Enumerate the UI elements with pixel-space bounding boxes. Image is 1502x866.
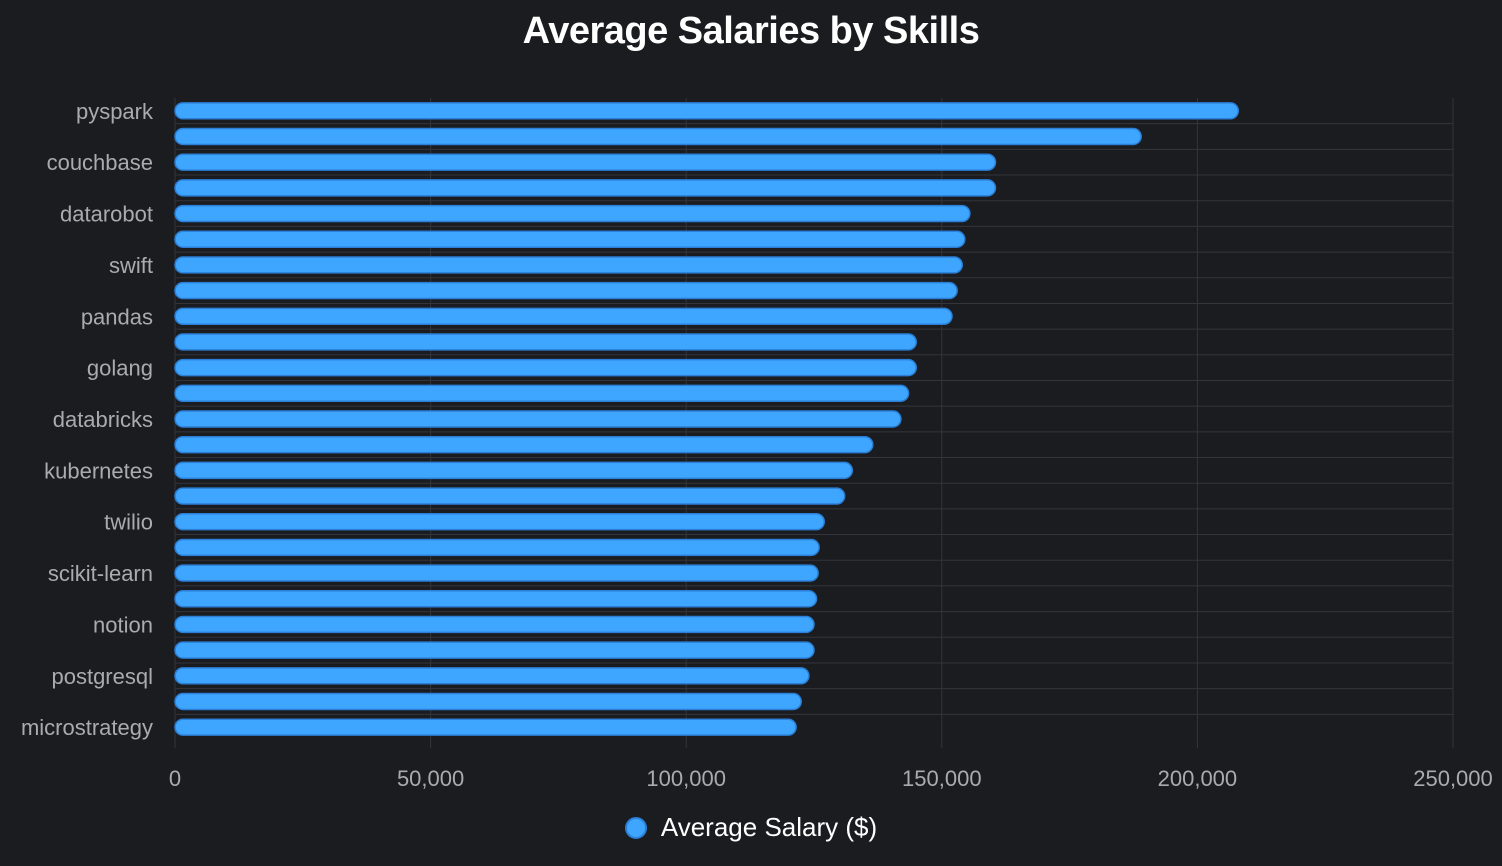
bar [174,615,815,634]
legend-label: Average Salary ($) [660,812,878,842]
bar [174,435,874,454]
category-label: pandas [81,304,153,329]
bar [174,204,971,223]
category-label: notion [93,612,153,637]
x-tick-label: 100,000 [646,766,726,791]
x-tick-label: 250,000 [1413,766,1493,791]
bar [174,590,818,608]
bar [174,256,963,274]
x-tick-label: 150,000 [902,766,982,791]
bar [174,718,797,736]
bar [174,513,825,531]
category-label: couchbase [47,150,153,175]
category-label: databricks [53,407,153,432]
category-label: scikit-learn [48,561,153,586]
bar [174,281,958,300]
category-label: golang [87,356,153,381]
category-label: kubernetes [44,458,153,483]
bar [174,127,1142,146]
legend[interactable]: Average Salary ($) [0,812,1502,843]
bar [174,410,902,428]
bar [174,692,802,711]
category-label: datarobot [60,202,153,227]
category-label: swift [109,253,153,278]
x-tick-label: 0 [169,766,181,791]
category-label: pyspark [76,99,154,124]
legend-swatch-icon [624,816,647,839]
category-labels: pyspark couchbase datarobot swift pandas gola… [21,99,154,740]
bar [174,461,854,480]
bar [174,564,819,582]
bar [174,538,820,557]
chart-title: Average Salaries by Skills [522,10,980,52]
bar [174,230,966,248]
bar [174,179,997,197]
bar [174,153,997,171]
category-label: microstrategy [21,715,153,740]
bar [174,358,917,377]
bars [174,102,1240,736]
bar [174,333,917,351]
category-label: twilio [104,510,153,535]
bar [174,384,910,403]
bar [174,102,1240,120]
x-axis-ticks: 0 50,000 100,000 150,000 200,000 250,000 [169,766,1493,791]
bar [174,667,810,685]
category-label: postgresql [51,664,153,689]
bar [174,307,953,325]
x-tick-label: 50,000 [397,766,464,791]
x-tick-label: 200,000 [1158,766,1238,791]
bar [174,641,815,659]
grid-lines [174,98,1454,748]
bar [174,487,846,505]
